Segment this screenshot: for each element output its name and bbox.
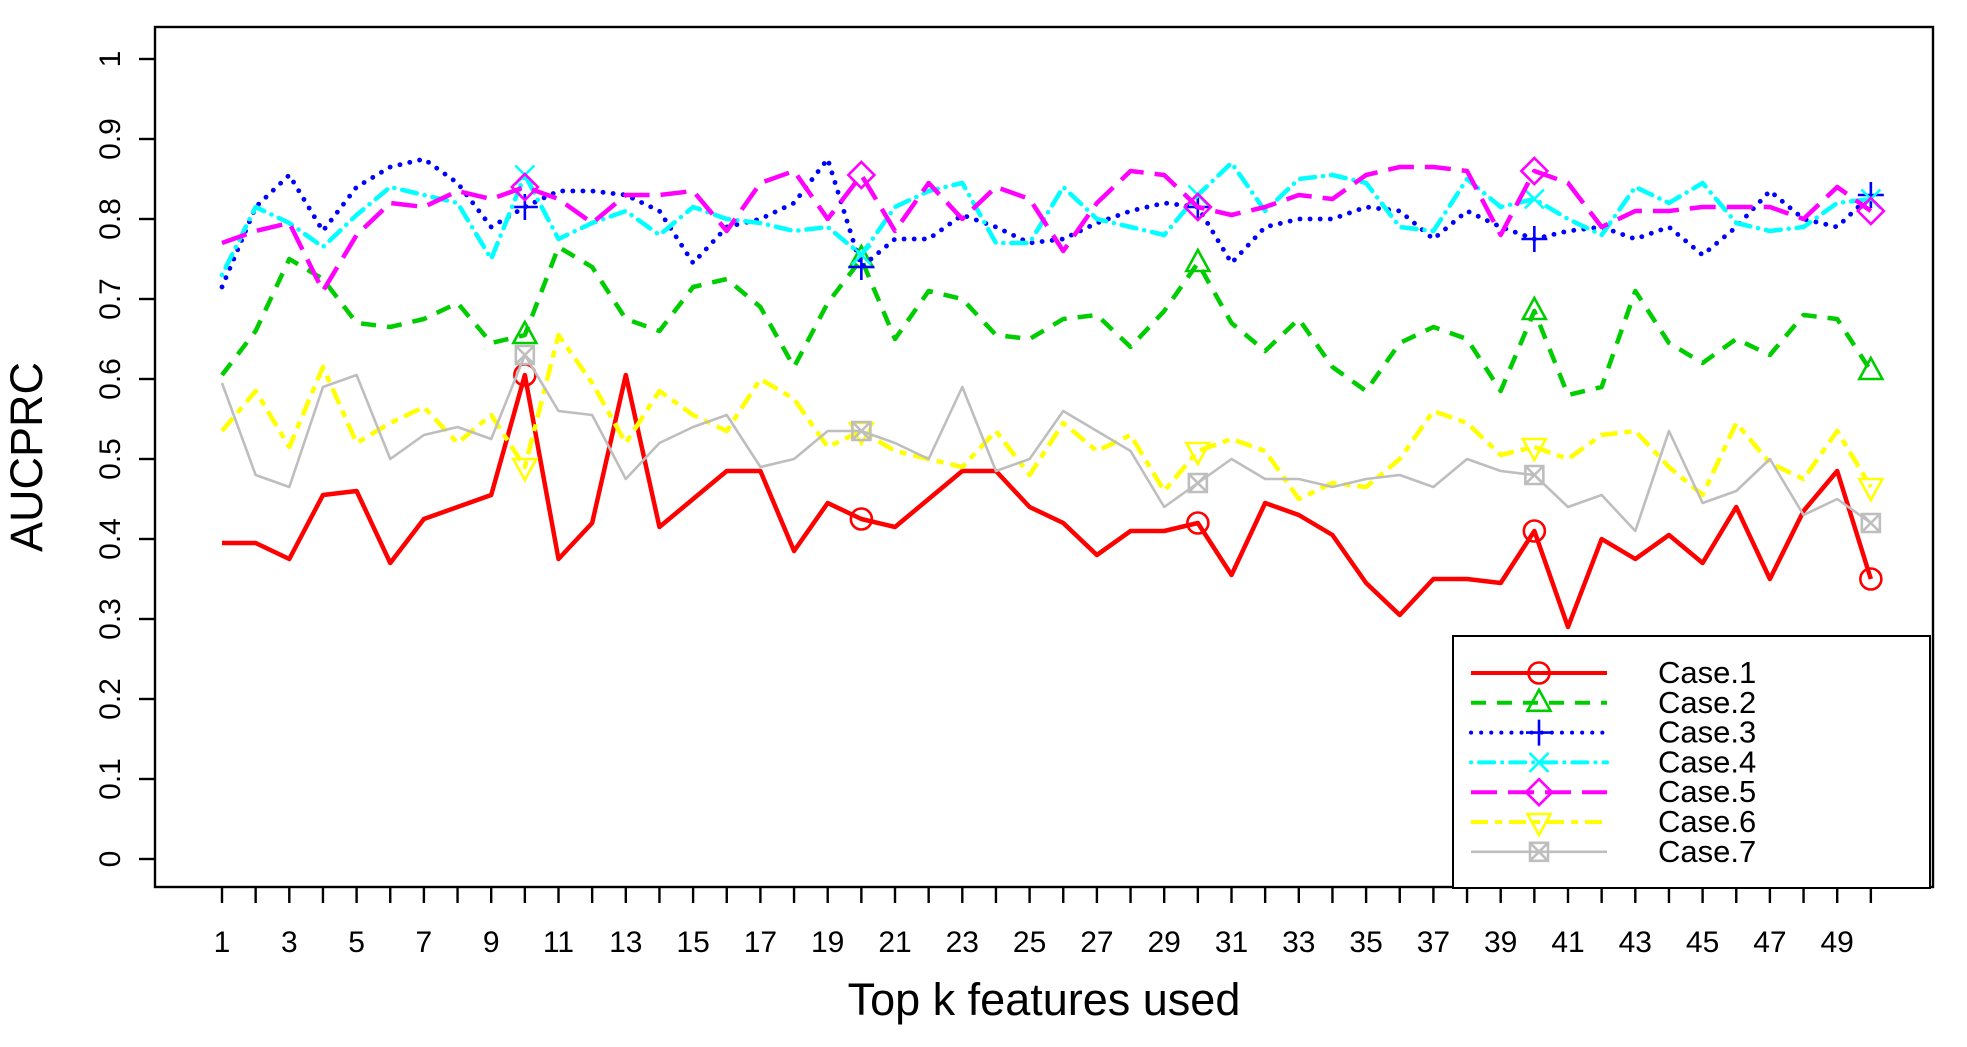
x-tick-label: 25 (1013, 926, 1046, 959)
legend-marker-triangle-down-icon (1525, 812, 1553, 838)
x-tick-label: 31 (1215, 926, 1248, 959)
series-case-3-marker (1857, 182, 1884, 208)
series-case-6-marker (1184, 441, 1212, 467)
series-case-5-marker (1183, 192, 1213, 222)
legend-label: Case.4 (1658, 744, 1756, 779)
legend-marker-plus-icon (1526, 719, 1552, 746)
y-tick-label: 0.7 (94, 278, 127, 320)
x-tick-label: 29 (1148, 926, 1181, 959)
series-case-5-marker (846, 160, 877, 190)
y-tick-label: 0.5 (94, 438, 127, 480)
series-case-2-marker (511, 319, 539, 345)
legend-label: Case.5 (1658, 774, 1756, 809)
series-case-1-marker (1859, 567, 1883, 591)
x-tick-label: 1 (214, 926, 231, 959)
series-case-7-marker (514, 344, 536, 366)
series-case-7-marker (1860, 512, 1882, 534)
series-case-7-line (220, 353, 1872, 533)
series-case-3-line (219, 156, 1874, 290)
x-tick-label: 39 (1484, 926, 1517, 959)
x-tick-label: 45 (1686, 926, 1719, 959)
y-tick-label: 0.1 (94, 758, 127, 800)
x-tick-label: 13 (609, 926, 642, 959)
y-tick-label: 0.9 (94, 118, 127, 160)
y-tick-label: 0.4 (94, 518, 127, 560)
legend-marker-triangle-up-icon (1525, 687, 1553, 713)
series-case-6-marker (511, 457, 539, 483)
x-tick-label: 11 (543, 926, 574, 959)
series-case-2-marker (1520, 295, 1549, 321)
x-tick-label: 9 (483, 926, 500, 959)
series-case-3-marker (1521, 226, 1548, 252)
x-tick-label: 15 (676, 926, 709, 959)
x-tick-label: 47 (1753, 926, 1786, 959)
y-tick-label: 1 (94, 51, 127, 68)
series-case-7-marker (851, 420, 872, 442)
y-tick-label: 0.8 (94, 198, 127, 240)
x-tick-label: 33 (1282, 926, 1315, 959)
x-tick-label: 5 (348, 926, 365, 959)
series-case-5-marker (1519, 156, 1550, 186)
y-tick-label: 0.6 (94, 358, 127, 400)
series-case-5-marker (510, 172, 540, 202)
series-case-4-line (219, 160, 1874, 278)
y-tick-label: 0.3 (94, 598, 127, 640)
series-case-2-line (220, 244, 1873, 398)
x-tick-label: 41 (1551, 926, 1584, 959)
x-tick-label: 35 (1349, 926, 1382, 959)
series-case-2-marker (1184, 247, 1212, 273)
x-tick-label: 27 (1080, 926, 1113, 959)
y-axis-title: AUCPRC (1, 362, 52, 552)
series-case-2-marker (1857, 355, 1885, 381)
y-tick-label: 0 (94, 851, 127, 868)
x-tick-label: 7 (416, 926, 433, 959)
x-tick-label: 49 (1821, 926, 1854, 959)
series-case-4-marker (1523, 188, 1545, 210)
x-tick-label: 19 (811, 926, 844, 959)
legend-marker-circle-icon (1527, 661, 1551, 685)
legend-label: Case.1 (1658, 655, 1756, 690)
series-case-1-line (222, 372, 1873, 630)
plot-frame (153, 25, 1935, 889)
series-case-6-marker (1857, 477, 1885, 503)
series-case-1-marker (1186, 511, 1210, 535)
x-tick-label: 3 (281, 926, 298, 959)
legend-marker-diamond-icon (1524, 777, 1554, 808)
legend-marker-x-icon (1528, 751, 1550, 773)
series-case-7-marker (1187, 472, 1209, 494)
x-tick-label: 17 (744, 926, 777, 959)
legend-marker-square-x-icon (1528, 841, 1550, 863)
series-case-4-marker (850, 244, 872, 266)
series-case-1-marker (1522, 519, 1547, 543)
series-case-3-marker (848, 254, 875, 280)
series-case-5-line (221, 164, 1873, 294)
legend-label: Case.7 (1658, 834, 1756, 869)
x-axis-title: Top k features used (848, 974, 1241, 1025)
legend-label: Case.3 (1658, 715, 1756, 750)
series-case-5-marker (1856, 196, 1886, 226)
legend-label: Case.6 (1658, 804, 1756, 839)
series-case-7-marker (1524, 464, 1545, 486)
legend-label: Case.2 (1658, 685, 1756, 720)
x-tick-label: 37 (1417, 926, 1450, 959)
x-tick-label: 23 (946, 926, 979, 959)
x-tick-label: 21 (878, 926, 911, 959)
series-case-1-marker (849, 507, 874, 531)
series-case-6-marker (1520, 437, 1549, 463)
x-tick-label: 43 (1619, 926, 1652, 959)
y-tick-label: 0.2 (94, 678, 127, 720)
